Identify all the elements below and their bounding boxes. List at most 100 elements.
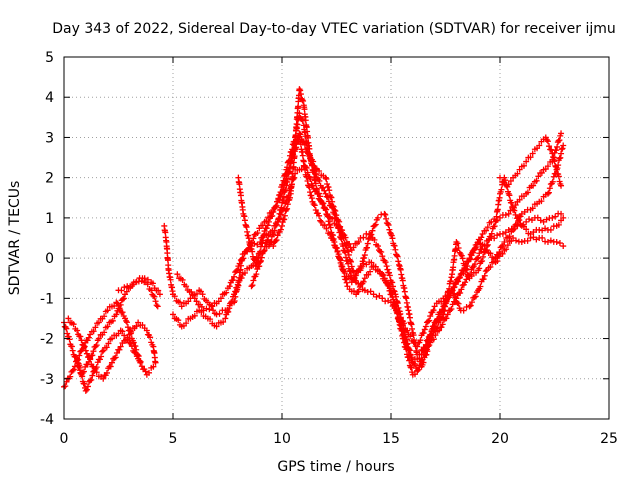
- data-point: [231, 291, 238, 298]
- data-point: [261, 247, 268, 254]
- data-point: [235, 282, 242, 289]
- data-point: [403, 341, 410, 348]
- data-point: [544, 163, 551, 170]
- data-point: [509, 203, 516, 210]
- data-point: [241, 269, 248, 276]
- data-point: [465, 272, 472, 279]
- data-point: [334, 247, 341, 254]
- data-point: [491, 235, 498, 242]
- data-point: [250, 277, 257, 284]
- data-point: [147, 334, 154, 341]
- data-point: [316, 212, 323, 219]
- data-point: [471, 294, 478, 301]
- data-point: [69, 367, 76, 374]
- data-point: [482, 268, 489, 275]
- data-points: [61, 86, 567, 394]
- data-point: [93, 364, 100, 371]
- data-point: [254, 241, 261, 248]
- data-point: [108, 335, 115, 342]
- data-point: [253, 271, 260, 278]
- data-point: [136, 357, 143, 364]
- data-point: [300, 97, 307, 104]
- data-point: [414, 367, 421, 374]
- data-point: [99, 348, 106, 355]
- y-tick-label: -2: [40, 332, 54, 348]
- data-point: [236, 260, 243, 267]
- data-point: [85, 334, 92, 341]
- data-point: [456, 275, 463, 282]
- data-point: [299, 96, 306, 103]
- data-point: [116, 346, 123, 353]
- data-point: [76, 367, 83, 374]
- data-point: [330, 237, 337, 244]
- data-point: [312, 207, 319, 214]
- data-point: [401, 333, 408, 340]
- data-point: [554, 143, 561, 150]
- data-point: [321, 205, 328, 212]
- data-point: [429, 332, 436, 339]
- data-point: [497, 174, 503, 181]
- data-point: [107, 363, 114, 370]
- data-point: [451, 290, 458, 297]
- data-point: [399, 327, 406, 334]
- data-point: [395, 318, 402, 325]
- data-point: [183, 283, 190, 290]
- data-point: [209, 303, 216, 310]
- data-point: [288, 181, 295, 188]
- data-point: [356, 284, 363, 291]
- data-point: [481, 272, 488, 279]
- data-point: [115, 303, 122, 310]
- data-point: [498, 186, 505, 193]
- series-5: [115, 275, 163, 298]
- data-point: [523, 226, 530, 233]
- y-tick-label: -3: [40, 372, 54, 388]
- data-point: [510, 206, 517, 213]
- data-point: [416, 362, 423, 369]
- data-point: [151, 293, 158, 300]
- data-point: [316, 177, 323, 184]
- data-point: [297, 141, 304, 148]
- data-point: [333, 244, 340, 251]
- data-point: [320, 184, 327, 191]
- data-point: [439, 321, 446, 328]
- data-point: [432, 325, 439, 332]
- data-point: [101, 313, 108, 320]
- data-point: [81, 343, 88, 350]
- data-point: [506, 192, 513, 199]
- data-point: [95, 335, 102, 342]
- data-point: [361, 254, 368, 261]
- data-point: [220, 319, 227, 326]
- data-point: [404, 327, 411, 334]
- data-point: [508, 200, 515, 206]
- data-point: [277, 193, 284, 200]
- data-point: [101, 329, 108, 336]
- data-point: [257, 259, 264, 266]
- data-point: [76, 362, 83, 369]
- data-point: [277, 211, 284, 218]
- data-point: [276, 196, 283, 203]
- data-point: [395, 258, 402, 265]
- data-point: [427, 313, 434, 320]
- data-point: [553, 166, 560, 173]
- data-point: [478, 234, 485, 241]
- data-point: [511, 207, 518, 214]
- data-point: [479, 258, 486, 265]
- data-point: [350, 269, 357, 276]
- data-point: [501, 179, 508, 186]
- data-point: [534, 214, 541, 221]
- data-point: [487, 263, 494, 270]
- data-point: [452, 281, 459, 288]
- data-point: [149, 280, 156, 287]
- data-point: [198, 303, 205, 310]
- data-point: [171, 293, 178, 300]
- data-point: [263, 218, 270, 225]
- data-point: [516, 196, 523, 203]
- data-point: [273, 237, 280, 244]
- data-point: [367, 288, 374, 295]
- data-point: [74, 355, 81, 362]
- data-point: [179, 276, 186, 283]
- data-point: [337, 257, 344, 264]
- data-point: [123, 319, 130, 326]
- data-point: [283, 175, 290, 182]
